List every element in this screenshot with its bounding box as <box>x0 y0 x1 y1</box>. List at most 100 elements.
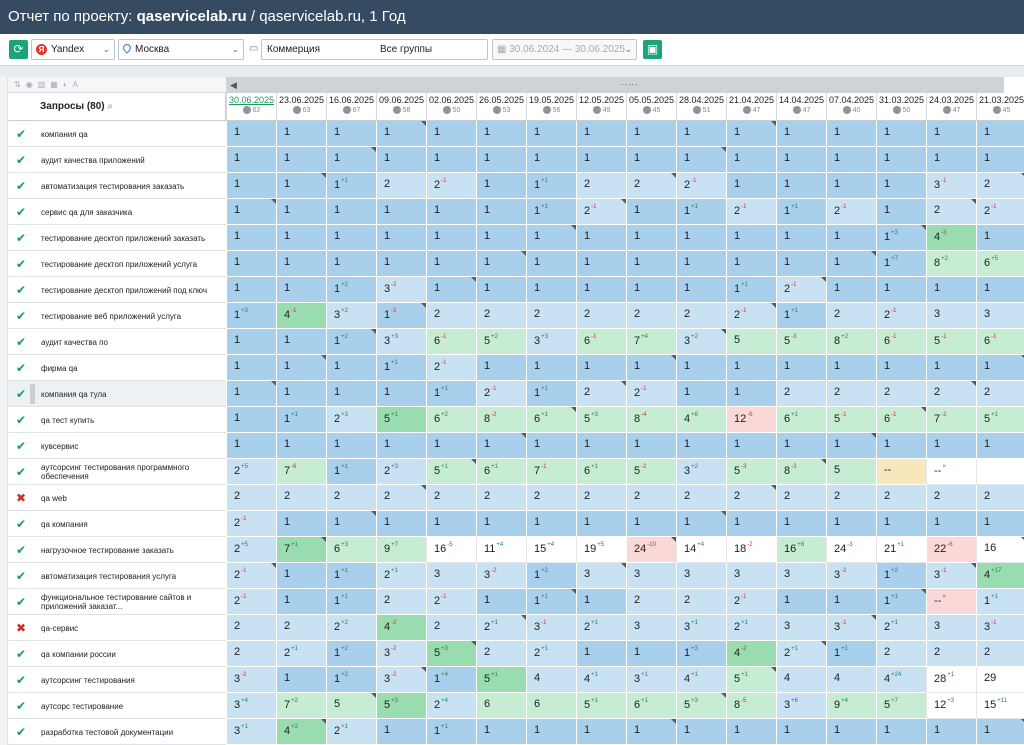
position-cell[interactable]: 1+1 <box>726 277 776 303</box>
cross-icon[interactable]: ✖ <box>15 491 27 505</box>
query-row[interactable]: ✖ qa web <box>8 485 226 511</box>
position-cell[interactable]: 1 <box>476 511 526 537</box>
query-row[interactable]: ✔ аутсорсинг тестирования <box>8 667 226 693</box>
position-cell[interactable]: 1 <box>476 147 526 173</box>
position-cell[interactable]: 3-2 <box>826 563 876 589</box>
position-cell[interactable]: 4 <box>826 667 876 693</box>
position-cell[interactable]: 1 <box>876 199 926 225</box>
check-icon[interactable]: ✔ <box>15 257 27 271</box>
position-cell[interactable]: 1 <box>626 225 676 251</box>
position-cell[interactable]: 11+4 <box>476 537 526 563</box>
position-cell[interactable]: 1 <box>226 407 276 433</box>
position-cell[interactable]: 4+1 <box>576 667 626 693</box>
query-row[interactable]: ✔ автоматизация тестирования услуга <box>8 563 226 589</box>
position-cell[interactable]: 3 <box>776 563 826 589</box>
position-cell[interactable]: 1 <box>626 251 676 277</box>
position-cell[interactable]: 5+3 <box>576 407 626 433</box>
position-cell[interactable]: 1 <box>676 277 726 303</box>
position-cell[interactable]: 1+2 <box>326 329 376 355</box>
position-cell[interactable]: 2-1 <box>226 511 276 537</box>
position-cell[interactable]: 1 <box>376 511 426 537</box>
check-icon[interactable]: ✔ <box>15 127 27 141</box>
position-cell[interactable]: 1 <box>776 589 826 615</box>
position-cell[interactable]: 7+4 <box>626 329 676 355</box>
position-cell[interactable]: 5+1 <box>476 667 526 693</box>
position-cell[interactable]: 1 <box>926 511 976 537</box>
position-cell[interactable]: 1 <box>676 225 726 251</box>
query-row[interactable]: ✔ аудит качества приложений <box>8 147 226 173</box>
position-cell[interactable]: 6+1 <box>476 459 526 485</box>
position-cell[interactable]: 3 <box>626 563 676 589</box>
position-cell[interactable]: 1 <box>476 355 526 381</box>
position-cell[interactable]: 1 <box>276 381 326 407</box>
position-cell[interactable]: 1+3 <box>876 225 926 251</box>
position-cell[interactable]: 1 <box>776 355 826 381</box>
position-cell[interactable]: 1 <box>326 147 376 173</box>
check-icon[interactable]: ✔ <box>15 569 27 583</box>
position-cell[interactable]: 5+3 <box>376 693 426 719</box>
position-cell[interactable]: 2+3 <box>376 459 426 485</box>
check-icon[interactable]: ✔ <box>15 205 27 219</box>
position-cell[interactable]: 16+8 <box>776 537 826 563</box>
position-cell[interactable]: 2 <box>276 485 326 511</box>
position-cell[interactable]: 4+8 <box>676 407 726 433</box>
position-cell[interactable]: 1 <box>276 147 326 173</box>
position-cell[interactable]: 1 <box>376 433 426 459</box>
position-cell[interactable]: 6+1 <box>576 459 626 485</box>
position-cell[interactable]: 1+4 <box>426 667 476 693</box>
position-cell[interactable]: 1 <box>276 173 326 199</box>
position-cell[interactable]: 1 <box>876 173 926 199</box>
position-cell[interactable]: 2-1 <box>726 199 776 225</box>
position-cell[interactable]: 1 <box>476 251 526 277</box>
position-cell[interactable]: 22-6 <box>926 537 976 563</box>
position-cell[interactable]: 1 <box>326 225 376 251</box>
position-cell[interactable]: 1 <box>676 433 726 459</box>
position-cell[interactable]: 14+4 <box>676 537 726 563</box>
position-cell[interactable]: 1 <box>376 147 426 173</box>
horizontal-scroll-bar[interactable]: ◀ ..... <box>226 77 1004 93</box>
check-icon[interactable]: ✔ <box>15 413 27 427</box>
position-cell[interactable]: 19+5 <box>576 537 626 563</box>
position-cell[interactable]: 1+1 <box>526 589 576 615</box>
position-cell[interactable]: 15+4 <box>526 537 576 563</box>
position-cell[interactable]: 1 <box>626 433 676 459</box>
position-cell[interactable]: 3-1 <box>926 173 976 199</box>
position-cell[interactable]: 1 <box>326 199 376 225</box>
position-cell[interactable]: 2 <box>826 303 876 329</box>
position-cell[interactable]: 1 <box>276 121 326 147</box>
position-cell[interactable]: 1+3 <box>676 641 726 667</box>
date-column-header[interactable]: 26.05.2025 53 <box>476 93 526 121</box>
eye-icon[interactable]: ◉ <box>25 80 38 89</box>
position-cell[interactable]: 5+3 <box>426 641 476 667</box>
position-cell[interactable]: 1 <box>276 589 326 615</box>
position-cell[interactable]: 3 <box>776 615 826 641</box>
position-cell[interactable]: 1 <box>876 719 926 745</box>
position-cell[interactable]: 4+24 <box>876 667 926 693</box>
check-icon[interactable]: ✔ <box>15 543 27 557</box>
position-cell[interactable]: 3 <box>976 303 1024 329</box>
position-cell[interactable]: 1 <box>476 277 526 303</box>
position-cell[interactable]: 1 <box>526 251 576 277</box>
position-cell[interactable]: 4+1 <box>676 667 726 693</box>
position-cell[interactable]: 8-5 <box>726 693 776 719</box>
position-cell[interactable]: 1 <box>876 355 926 381</box>
position-cell[interactable]: 1+3 <box>226 303 276 329</box>
position-cell[interactable]: 2 <box>676 485 726 511</box>
position-cell[interactable]: 2+1 <box>776 641 826 667</box>
position-cell[interactable]: 1 <box>376 719 426 745</box>
position-cell[interactable]: 2-1 <box>726 589 776 615</box>
position-cell[interactable]: 1 <box>526 225 576 251</box>
position-cell[interactable]: 6+5 <box>976 251 1024 277</box>
check-icon[interactable]: ✔ <box>15 309 27 323</box>
position-cell[interactable]: 1+1 <box>426 381 476 407</box>
check-icon[interactable]: ✔ <box>15 647 27 661</box>
position-cell[interactable]: 3+2 <box>326 303 376 329</box>
position-cell[interactable]: 28+1 <box>926 667 976 693</box>
position-cell[interactable]: 1 <box>976 147 1024 173</box>
position-cell[interactable]: 1 <box>226 381 276 407</box>
position-cell[interactable]: 1 <box>226 433 276 459</box>
position-cell[interactable]: 2 <box>926 485 976 511</box>
position-cell[interactable]: 2+3 <box>326 407 376 433</box>
position-cell[interactable]: 2 <box>576 173 626 199</box>
query-row[interactable]: ✔ компания qa <box>8 121 226 147</box>
